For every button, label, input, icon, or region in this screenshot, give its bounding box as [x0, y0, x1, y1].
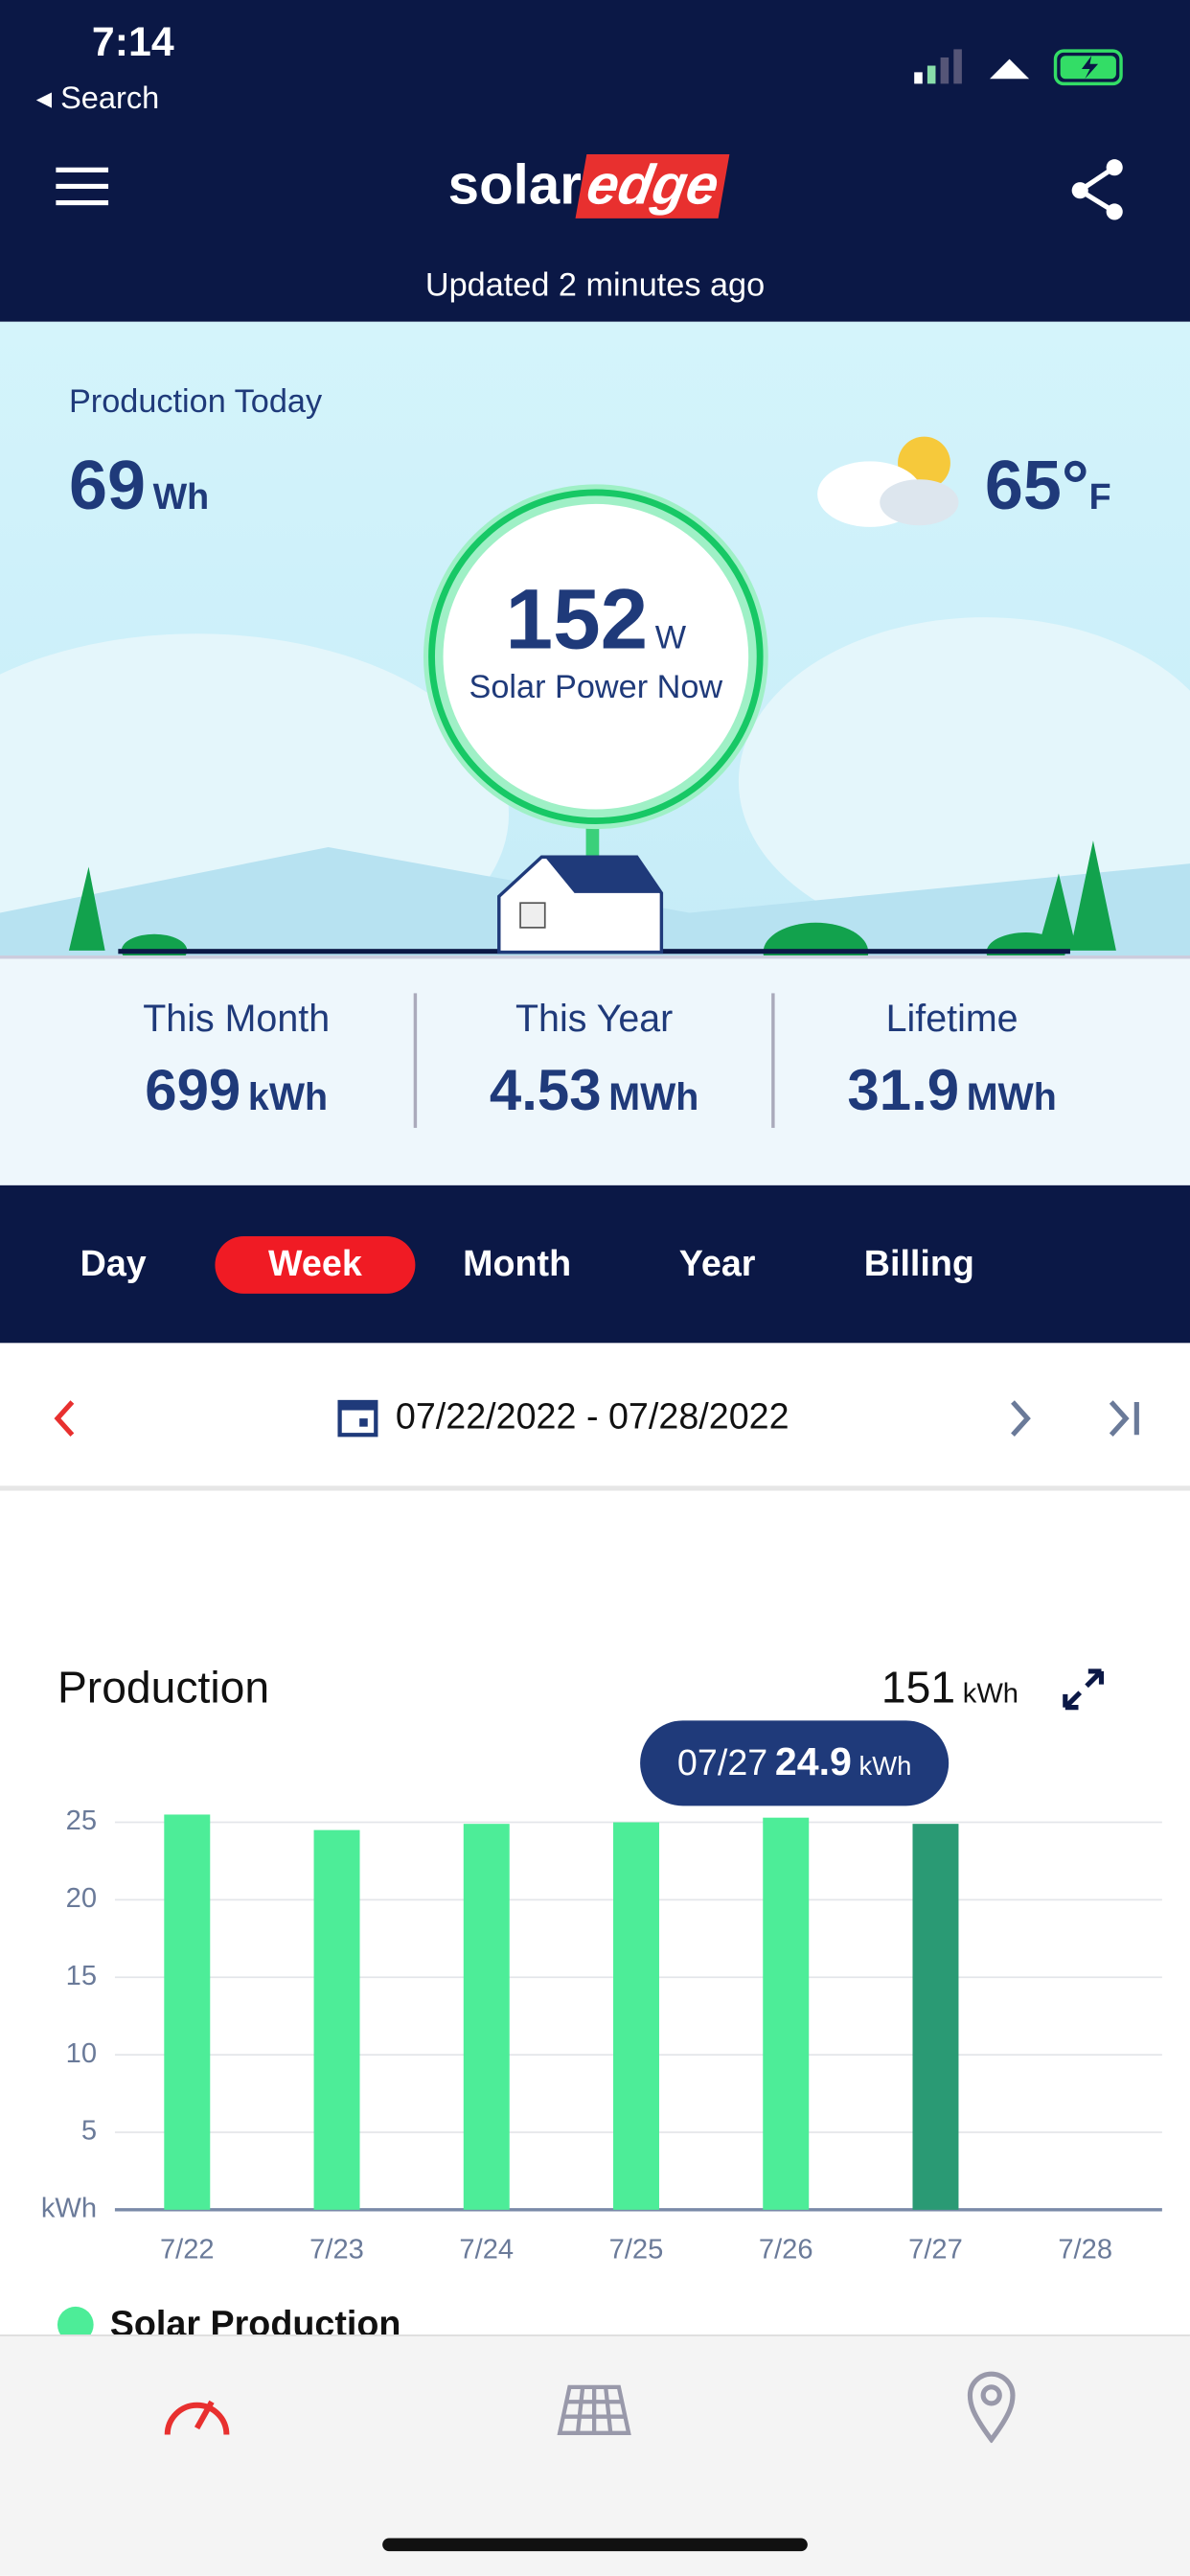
stat-value-box: 31.9 MWh: [771, 1059, 1133, 1125]
home-indicator: [382, 2538, 808, 2552]
clock: 7:14: [91, 19, 174, 66]
tab[interactable]: Day: [80, 1242, 147, 1284]
bar: [763, 1817, 810, 2210]
calendar-icon: [337, 1399, 378, 1438]
y-tick-label: 15: [66, 1961, 97, 1991]
x-tick-label: 7/24: [459, 2234, 514, 2265]
status-icons: [914, 49, 1123, 86]
x-tick-label: 7/26: [759, 2234, 813, 2265]
stat-label: This Month: [143, 996, 331, 1040]
y-tick-label: 20: [66, 1883, 97, 1914]
tab[interactable]: Year: [678, 1242, 756, 1284]
active-tab-bg: [215, 1235, 416, 1294]
tab[interactable]: Week: [268, 1242, 362, 1284]
tab-bar: [0, 1184, 1190, 1344]
bar-chart: kWh 5 10 15 20 25 7/22 7/23 7/24 7/25 7/26 7/27 7/28: [41, 1806, 1162, 2265]
production-today: 69 Wh: [69, 447, 209, 525]
bar: [463, 1824, 510, 2210]
total-value: 151: [881, 1663, 956, 1713]
stat-unit: MWh: [608, 1075, 699, 1118]
bar: [164, 1814, 211, 2210]
total-unit: kWh: [962, 1677, 1019, 1710]
logo-edge: edge: [576, 154, 731, 218]
y-tick-label: 5: [81, 2116, 97, 2147]
power-value: 152: [505, 572, 649, 669]
bar: [313, 1829, 360, 2210]
last-button[interactable]: [1103, 1395, 1146, 1441]
y-tick-label: 10: [66, 2038, 97, 2069]
x-tick-label: 7/25: [609, 2234, 664, 2265]
stat-label: This Year: [515, 996, 674, 1040]
chart-title: Production: [57, 1663, 270, 1713]
tooltip-unit: kWh: [858, 1753, 912, 1782]
tooltip-value: 24.9: [774, 1739, 852, 1785]
dashboard-tab[interactable]: [159, 2376, 235, 2442]
location-tab[interactable]: [965, 2371, 1018, 2444]
tab[interactable]: Month: [463, 1242, 572, 1284]
tooltip: 07/27 24.9 kWh: [640, 1720, 950, 1806]
stat-value: 699: [145, 1058, 241, 1123]
stat-value-box: 4.53 MWh: [414, 1059, 775, 1125]
hero-scene: [0, 436, 1190, 956]
power-now: 152 W: [432, 571, 761, 670]
tooltip-date: 07/27: [676, 1741, 768, 1783]
back-text: Search: [60, 81, 160, 117]
stat-divider: [771, 993, 775, 1128]
updated-text: Updated 2 minutes ago: [424, 267, 766, 304]
x-tick-label: 7/23: [309, 2234, 364, 2265]
power-label: Solar Power Now: [469, 669, 723, 706]
stat-label: Lifetime: [885, 996, 1018, 1040]
production-value: 69: [68, 446, 146, 524]
stat-value: 31.9: [847, 1058, 960, 1123]
production-unit: Wh: [152, 475, 210, 518]
divider: [0, 1485, 1190, 1491]
x-tick-label: 7/28: [1058, 2234, 1112, 2265]
temp-value: 65°: [984, 446, 1089, 524]
stat-value-box: 699 kWh: [56, 1059, 417, 1125]
y-tick-label: 25: [66, 1806, 97, 1836]
back-link[interactable]: ◂ Search: [35, 81, 160, 117]
share-icon[interactable]: [1067, 157, 1130, 223]
stats: [0, 955, 1190, 1189]
bar: [613, 1822, 659, 2210]
menu-icon[interactable]: [56, 164, 111, 210]
bar: [912, 1824, 959, 2210]
temp-unit: F: [1088, 475, 1111, 518]
stat-divider: [413, 993, 418, 1128]
logo: solaredge: [447, 154, 731, 218]
logo-solar: solar: [447, 154, 582, 218]
expand-icon[interactable]: [1059, 1665, 1108, 1714]
x-tick-label: 7/22: [160, 2234, 215, 2265]
layout-tab[interactable]: [557, 2380, 632, 2440]
stat-unit: kWh: [247, 1075, 329, 1118]
production-label: Production Today: [68, 383, 323, 421]
x-tick-label: 7/27: [908, 2234, 963, 2265]
y-tick-label: kWh: [41, 2194, 97, 2224]
stat-unit: MWh: [966, 1075, 1057, 1118]
next-button[interactable]: [1004, 1395, 1037, 1441]
temperature: 65°F: [985, 447, 1111, 525]
chart-total: 151 kWh: [881, 1663, 1018, 1714]
stat-value: 4.53: [489, 1058, 602, 1123]
power-unit: W: [654, 620, 687, 657]
tab[interactable]: Billing: [863, 1242, 974, 1284]
prev-button[interactable]: [49, 1395, 81, 1441]
date-range: 07/22/2022 - 07/28/2022: [395, 1395, 790, 1437]
